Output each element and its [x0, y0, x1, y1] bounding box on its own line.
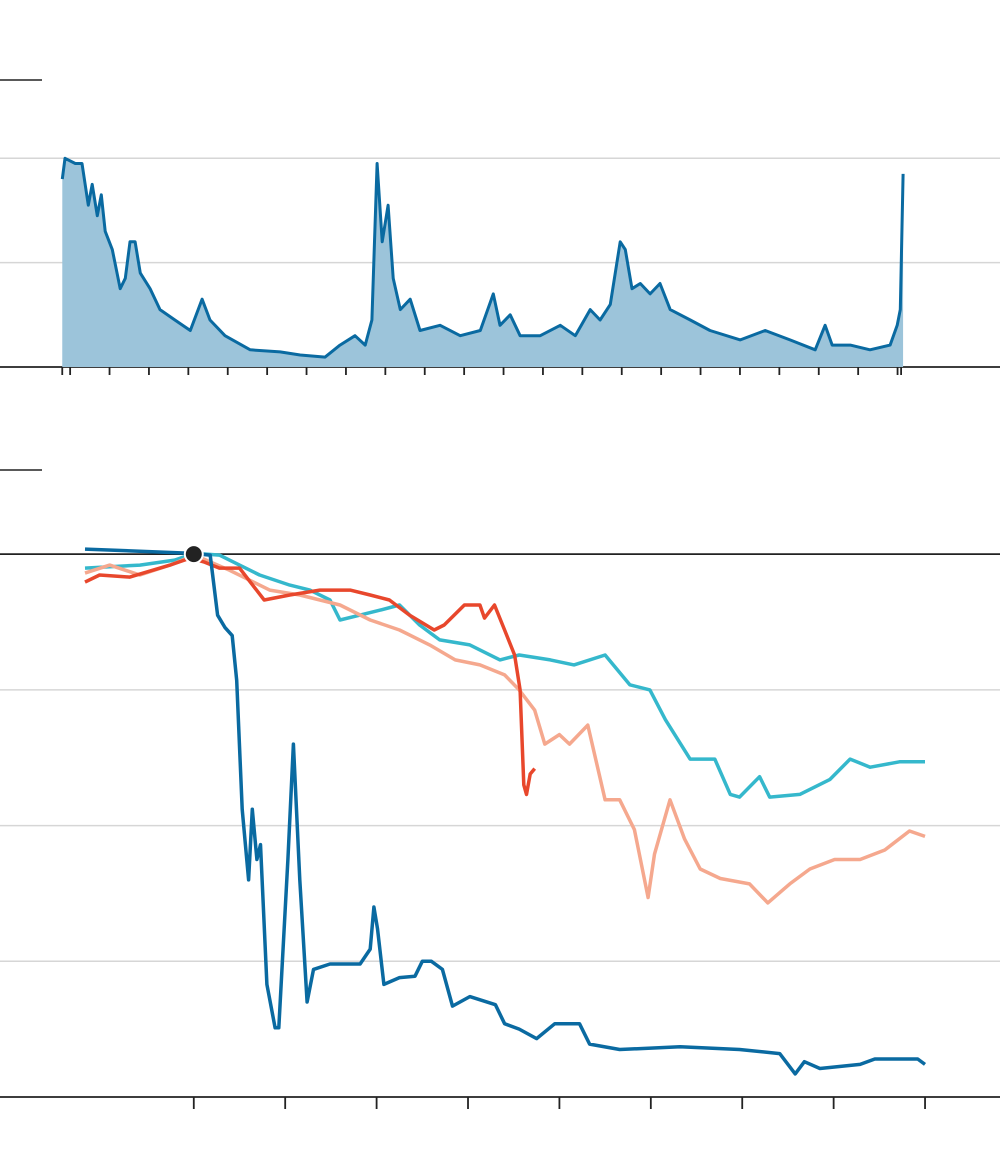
- line: [84, 547, 927, 1076]
- line: [84, 556, 537, 797]
- marker: [183, 544, 204, 565]
- line: [84, 551, 925, 799]
- line: [84, 553, 926, 905]
- line: [60, 156, 905, 359]
